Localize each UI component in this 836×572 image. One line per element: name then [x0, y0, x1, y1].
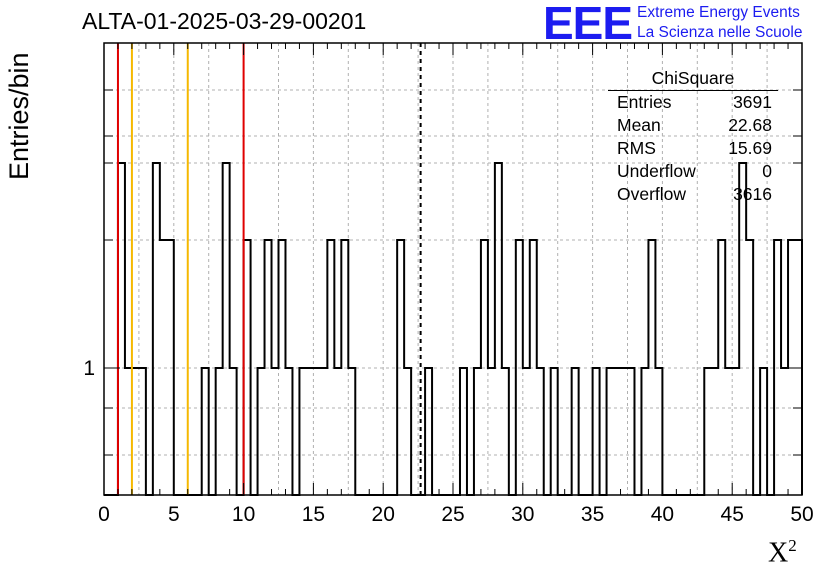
histogram-bin — [272, 368, 279, 495]
histogram-bin — [285, 368, 292, 495]
histogram-bin — [258, 368, 265, 495]
histogram-bin — [474, 368, 481, 495]
histogram-bin — [537, 368, 544, 495]
x-tick-label: 5 — [168, 503, 180, 526]
histogram-bin — [607, 368, 628, 495]
histogram-bin — [628, 368, 635, 495]
histogram-bin — [334, 368, 341, 495]
histogram-bin — [223, 163, 230, 495]
histogram-bin — [572, 368, 579, 495]
histogram-bin — [404, 368, 411, 495]
histogram-bin — [216, 368, 223, 495]
histogram-bin — [425, 368, 432, 495]
x-tick-label: 0 — [98, 503, 110, 526]
brand-line-1: Extreme Energy Events — [637, 4, 800, 21]
histogram-bin — [551, 368, 558, 495]
stats-row-overflow: Overflow 3616 — [617, 184, 772, 204]
histogram-bin — [125, 368, 146, 495]
y-tick-label: 1 — [83, 357, 95, 380]
histogram-bin — [502, 368, 509, 495]
histogram-bin — [523, 368, 530, 495]
x-tick-label: 35 — [581, 503, 604, 526]
stats-row-entries: Entries 3691 — [617, 92, 772, 112]
stats-title: ChiSquare — [608, 68, 778, 91]
histogram-bin — [153, 163, 160, 495]
histogram-bin — [460, 368, 467, 495]
histogram-bin — [202, 368, 209, 495]
histogram-bin — [495, 163, 502, 495]
x-tick-label: 45 — [721, 503, 744, 526]
x-tick-label: 30 — [511, 503, 534, 526]
chart-title: ALTA-01-2025-03-29-00201 — [82, 8, 367, 34]
x-axis-label: X2 — [768, 536, 797, 569]
histogram-outline — [104, 162, 803, 496]
eee-logo: EEE — [543, 0, 633, 49]
x-tick-label: 25 — [441, 503, 464, 526]
histogram-bin — [781, 368, 788, 495]
histogram-bin — [760, 368, 767, 495]
stats-box: ChiSquare Entries 3691 Mean 22.68 RMS 15.69… — [608, 68, 778, 206]
histogram-bin — [488, 368, 495, 495]
histogram-bin — [593, 368, 600, 495]
stats-row-mean: Mean 22.68 — [617, 115, 772, 135]
histogram-bin — [641, 368, 648, 495]
histogram-bin — [348, 368, 355, 495]
histogram-bin — [711, 368, 718, 495]
stats-row-rms: RMS 15.69 — [617, 138, 772, 158]
histogram-bin — [655, 368, 662, 495]
x-tick-label: 20 — [372, 503, 395, 526]
x-tick-label: 50 — [790, 503, 813, 526]
x-tick-label: 10 — [232, 503, 255, 526]
histogram-bin — [725, 368, 732, 495]
x-tick-label: 40 — [651, 503, 674, 526]
histogram-bin — [704, 368, 711, 495]
histogram-bin — [118, 163, 125, 495]
histogram-bin — [732, 368, 739, 495]
x-tick-label: 15 — [302, 503, 325, 526]
histogram-bin — [739, 163, 746, 495]
histogram-bin — [230, 368, 237, 495]
brand-line-2: La Scienza nelle Scuole — [637, 24, 803, 41]
stats-row-underflow: Underflow 0 — [617, 161, 772, 181]
